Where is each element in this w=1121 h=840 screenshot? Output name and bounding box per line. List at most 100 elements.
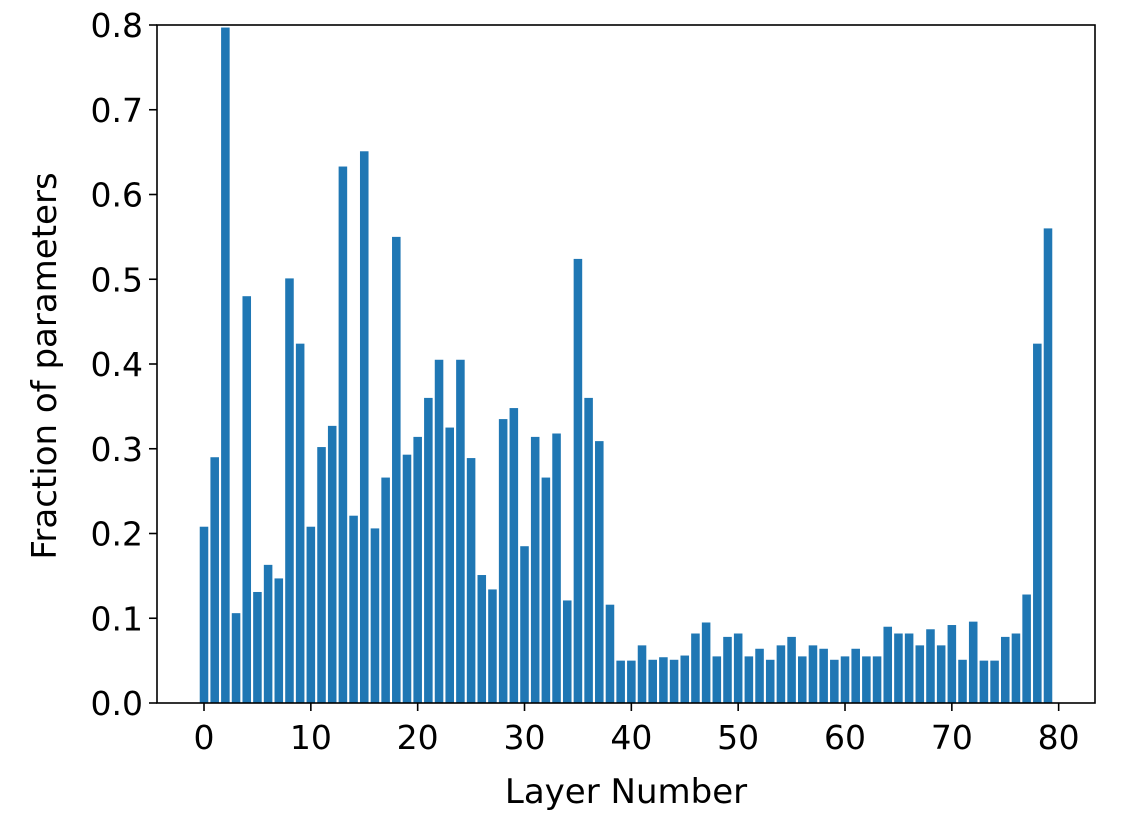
- x-tick-label: 70: [931, 718, 973, 757]
- bar-layer-15: [359, 151, 369, 703]
- bar-layer-48: [712, 656, 722, 703]
- bar-layer-46: [691, 633, 700, 703]
- y-tick-label: 0.2: [91, 515, 143, 554]
- bar-layer-79: [1043, 228, 1053, 703]
- bar-layer-70: [947, 625, 957, 703]
- bar-layer-58: [819, 648, 828, 703]
- bar-layer-42: [648, 659, 657, 703]
- bar-layer-55: [787, 636, 796, 703]
- bar-layer-29: [509, 408, 519, 703]
- y-tick-label: 0.6: [91, 176, 143, 215]
- bar-layer-44: [669, 659, 679, 703]
- y-tick-label: 0.8: [91, 6, 143, 45]
- bar-layer-23: [445, 427, 454, 703]
- bar-layer-5: [253, 591, 262, 703]
- bar-layer-18: [392, 236, 401, 704]
- bar-layer-69: [936, 645, 946, 703]
- bar-layer-77: [1022, 594, 1031, 703]
- bar-layer-13: [338, 166, 348, 703]
- bar-layer-75: [1000, 636, 1010, 703]
- bar-layer-36: [584, 397, 593, 703]
- y-tick-label: 0.7: [91, 91, 143, 130]
- bar-layer-74: [990, 660, 999, 704]
- bar-layer-40: [627, 660, 636, 704]
- bar-layer-16: [370, 528, 380, 703]
- x-tick-label: 10: [290, 718, 332, 757]
- bar-layer-34: [562, 600, 572, 703]
- bar-layer-22: [434, 359, 444, 703]
- x-axis-ticks: 0 10 20 30 40 50 60 70 80: [194, 703, 1080, 757]
- bar-layer-72: [968, 621, 978, 703]
- bar-layer-14: [349, 515, 358, 703]
- y-tick-label: 0.3: [91, 430, 143, 469]
- x-tick-label: 60: [824, 718, 866, 757]
- bar-layer-52: [755, 648, 764, 703]
- plot-frame: [156, 24, 1096, 704]
- bar-layer-64: [883, 626, 893, 703]
- bar-layer-67: [915, 645, 925, 703]
- bar-layer-39: [616, 660, 625, 704]
- bar-layer-45: [680, 655, 690, 703]
- x-axis-title: Layer Number: [505, 772, 747, 812]
- bar-layer-7: [274, 578, 284, 703]
- bar-layer-62: [862, 656, 871, 703]
- bar-layer-32: [541, 477, 551, 703]
- bar-layer-53: [765, 659, 775, 703]
- bar-layer-43: [659, 657, 668, 703]
- bar-layer-47: [701, 622, 711, 703]
- bar-layer-65: [894, 633, 903, 703]
- bar-layer-12: [327, 425, 337, 703]
- x-tick-label: 40: [610, 718, 652, 757]
- bar-layer-9: [295, 343, 305, 703]
- x-tick-label: 80: [1038, 718, 1080, 757]
- bar-layer-51: [744, 656, 754, 703]
- bar-layer-0: [199, 526, 209, 703]
- bar-layer-2: [221, 27, 230, 704]
- bar-layer-21: [424, 397, 433, 703]
- bar-layer-56: [798, 656, 807, 703]
- bar-layer-76: [1011, 633, 1021, 703]
- bar-layer-17: [381, 477, 390, 703]
- bar-layer-71: [958, 659, 967, 703]
- bar-layer-11: [317, 447, 326, 703]
- bar-layer-27: [488, 589, 497, 703]
- bar-layer-60: [840, 656, 850, 703]
- bar-layer-37: [595, 441, 604, 703]
- y-tick-label: 0.1: [91, 599, 143, 638]
- bar-layer-28: [498, 419, 508, 703]
- bar-layer-61: [851, 648, 860, 703]
- bar-layer-6: [263, 564, 273, 703]
- bar-layer-35: [573, 258, 583, 703]
- bar-layer-38: [605, 604, 615, 703]
- bar-layer-73: [979, 660, 989, 704]
- bar-layer-57: [808, 645, 818, 703]
- bar-layer-20: [413, 436, 422, 703]
- bar-layer-41: [637, 645, 647, 703]
- bar-layer-49: [723, 636, 732, 703]
- bars-group: [199, 27, 1053, 704]
- bar-layer-50: [733, 633, 743, 703]
- bar-layer-8: [285, 278, 294, 703]
- x-tick-label: 0: [194, 718, 215, 757]
- bar-layer-24: [456, 359, 465, 703]
- bar-layer-31: [530, 436, 540, 703]
- bar-layer-19: [402, 454, 412, 703]
- bar-layer-33: [552, 433, 561, 703]
- bar-layer-59: [830, 659, 839, 703]
- bar-layer-68: [926, 629, 935, 703]
- y-tick-label: 0.4: [91, 345, 143, 384]
- bar-layer-4: [242, 296, 252, 703]
- bar-layer-66: [904, 633, 914, 703]
- bar-layer-26: [477, 575, 487, 703]
- y-axis-title: Fraction of parameters: [25, 172, 65, 559]
- x-tick-label: 20: [397, 718, 439, 757]
- bar-layer-30: [520, 546, 529, 703]
- y-axis-ticks: 0.0 0.1 0.2 0.3 0.4 0.5 0.6 0.7 0.8: [91, 6, 157, 723]
- x-tick-label: 30: [504, 718, 546, 757]
- bar-layer-63: [872, 656, 882, 703]
- bar-layer-3: [231, 613, 241, 703]
- bar-layer-1: [210, 457, 219, 703]
- x-tick-label: 50: [717, 718, 759, 757]
- y-tick-label: 0.0: [91, 684, 143, 723]
